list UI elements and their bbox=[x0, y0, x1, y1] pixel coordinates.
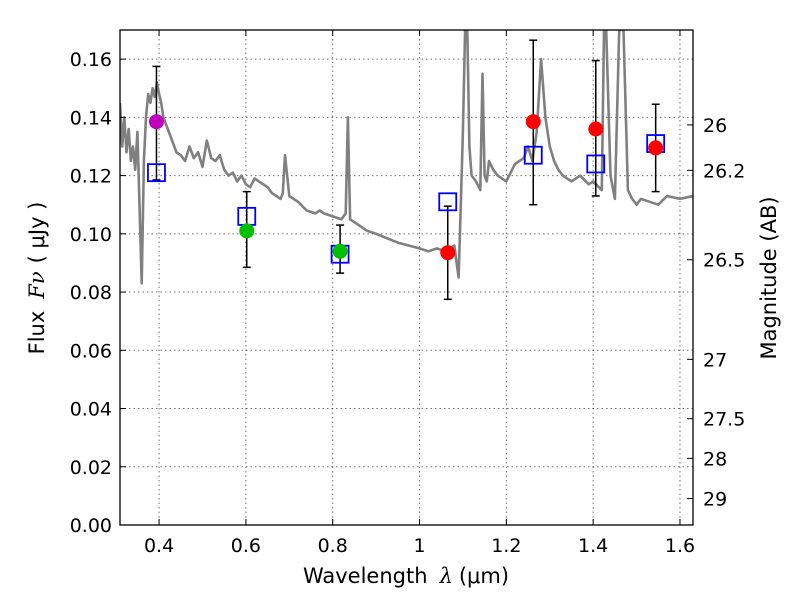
y-tick-label: 0.04 bbox=[70, 399, 112, 421]
y-tick-label: 0.14 bbox=[70, 107, 112, 129]
y-axis-label-text: Flux bbox=[25, 311, 49, 355]
model-spectrum bbox=[120, 30, 693, 285]
observed-point bbox=[332, 243, 348, 259]
y2-axis: 26 26.2 26.5 27 27.5 28 29 bbox=[687, 115, 745, 511]
spectrum-line bbox=[120, 30, 693, 285]
y-axis-label-symbol: Fν bbox=[25, 271, 49, 300]
y-axis-label: Flux Fν ( μJy ) bbox=[25, 202, 49, 355]
x-tick-label: 1.6 bbox=[665, 535, 695, 557]
y2-tick-label: 29 bbox=[703, 489, 727, 511]
observed-point bbox=[440, 245, 456, 261]
observed-point bbox=[525, 114, 541, 130]
x-tick-label: 1.2 bbox=[491, 535, 521, 557]
x-tick-label: 0.6 bbox=[231, 535, 261, 557]
y-tick-label: 0.06 bbox=[70, 340, 112, 362]
x-axis: 0.4 0.6 0.8 1 1.2 1.4 1.6 bbox=[144, 30, 695, 557]
model-point bbox=[438, 192, 458, 212]
x-tick-label: 0.4 bbox=[144, 535, 174, 557]
x-tick-label: 1 bbox=[413, 535, 425, 557]
y-axis: 0.00 0.02 0.04 0.06 0.08 0.10 0.12 0.14 0.16 bbox=[70, 49, 126, 537]
plot-frame bbox=[119, 29, 694, 526]
y2-tick-label: 26.5 bbox=[703, 250, 745, 272]
y-tick-label: 0.02 bbox=[70, 457, 112, 479]
y-axis-label-unit: ( μJy ) bbox=[25, 202, 49, 264]
model-points bbox=[147, 134, 666, 264]
model-point bbox=[586, 154, 606, 174]
y2-tick-label: 27 bbox=[703, 349, 727, 371]
y2-tick-label: 26.2 bbox=[703, 160, 745, 182]
y-tick-label: 0.12 bbox=[70, 166, 112, 188]
x-tick-label: 0.8 bbox=[318, 535, 348, 557]
y-tick-label: 0.16 bbox=[70, 49, 112, 71]
x-axis-label-unit: (μm) bbox=[459, 564, 509, 588]
x-axis-label-text: Wavelength bbox=[303, 564, 428, 588]
observed-point bbox=[148, 114, 164, 130]
x-tick-label: 1.4 bbox=[578, 535, 608, 557]
y2-tick-label: 26 bbox=[703, 115, 727, 137]
y2-axis-label: Magnitude (AB) bbox=[757, 196, 781, 359]
grid bbox=[120, 30, 693, 525]
y-tick-label: 0.10 bbox=[70, 224, 112, 246]
y-tick-label: 0.00 bbox=[70, 515, 112, 537]
x-axis-label-symbol: λ bbox=[439, 564, 453, 588]
y-tick-label: 0.08 bbox=[70, 282, 112, 304]
observed-point bbox=[648, 140, 664, 156]
x-axis-label: Wavelength λ (μm) bbox=[303, 564, 509, 588]
observed-point bbox=[239, 223, 255, 239]
y2-tick-label: 27.5 bbox=[703, 409, 745, 431]
observed-points bbox=[148, 114, 664, 261]
y2-tick-label: 28 bbox=[703, 448, 727, 470]
observed-point bbox=[588, 121, 604, 137]
model-point bbox=[523, 145, 543, 165]
model-point bbox=[147, 163, 166, 183]
